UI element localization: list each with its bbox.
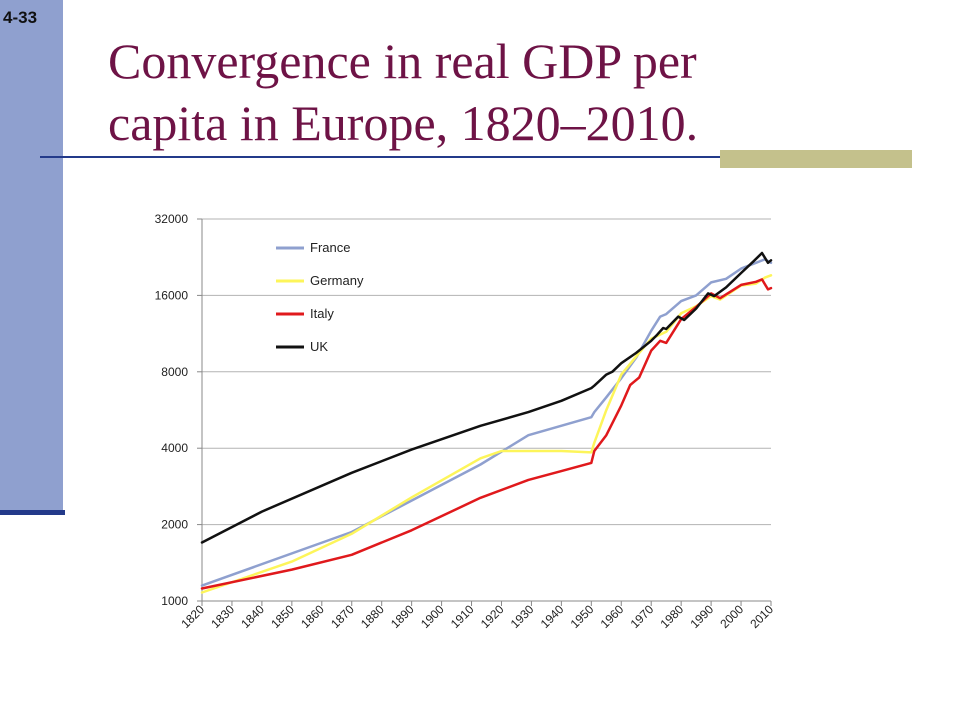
series-line-germany <box>200 274 773 594</box>
y-tick-label: 8000 <box>161 365 188 379</box>
x-tick-label: 1870 <box>328 602 357 631</box>
y-tick-label: 1000 <box>161 594 188 608</box>
x-tick-label: 1890 <box>388 602 417 631</box>
slide-title-line-2: capita in Europe, 1820–2010. <box>108 95 699 151</box>
legend-label-uk: UK <box>310 339 328 354</box>
x-tick-label: 1920 <box>478 602 507 631</box>
legend-label-italy: Italy <box>310 306 334 321</box>
slide-title-line-1: Convergence in real GDP per <box>108 33 697 89</box>
legend-label-france: France <box>310 240 350 255</box>
y-tick-label: 4000 <box>161 441 188 455</box>
x-tick-label: 1900 <box>418 602 447 631</box>
x-tick-label: 2010 <box>747 602 776 631</box>
series-lines <box>200 251 773 594</box>
x-tick-label: 1850 <box>268 602 297 631</box>
legend: France Germany Italy UK <box>276 240 364 354</box>
x-tick-label: 2000 <box>717 602 746 631</box>
gridlines <box>202 218 771 526</box>
x-tick-label: 1980 <box>657 602 686 631</box>
side-bar <box>0 0 63 512</box>
series-line-france <box>200 258 773 587</box>
y-tick-label: 2000 <box>161 518 188 532</box>
y-tick-label: 16000 <box>155 288 189 302</box>
title-divider <box>40 156 910 158</box>
x-tick-label: 1990 <box>687 602 716 631</box>
series-line-italy <box>200 278 773 590</box>
x-tick-label: 1840 <box>238 602 267 631</box>
x-tick-label: 1880 <box>358 602 387 631</box>
x-tick-label: 1960 <box>598 602 627 631</box>
x-tick-label: 1860 <box>298 602 327 631</box>
legend-label-germany: Germany <box>310 273 364 288</box>
x-tick-label: 1910 <box>448 602 477 631</box>
x-tick-label: 1830 <box>208 602 237 631</box>
x-tick-label: 1950 <box>568 602 597 631</box>
x-tick-label: 1970 <box>628 602 657 631</box>
slide-title: Convergence in real GDP per capita in Eu… <box>108 30 828 154</box>
side-bar-edge <box>0 510 65 515</box>
x-tick-label: 1930 <box>508 602 537 631</box>
x-tick-label: 1940 <box>538 602 567 631</box>
y-tick-label: 32000 <box>155 212 189 226</box>
accent-block <box>720 150 912 168</box>
slide-number: 4-33 <box>3 8 38 27</box>
series-line-uk <box>200 251 773 544</box>
